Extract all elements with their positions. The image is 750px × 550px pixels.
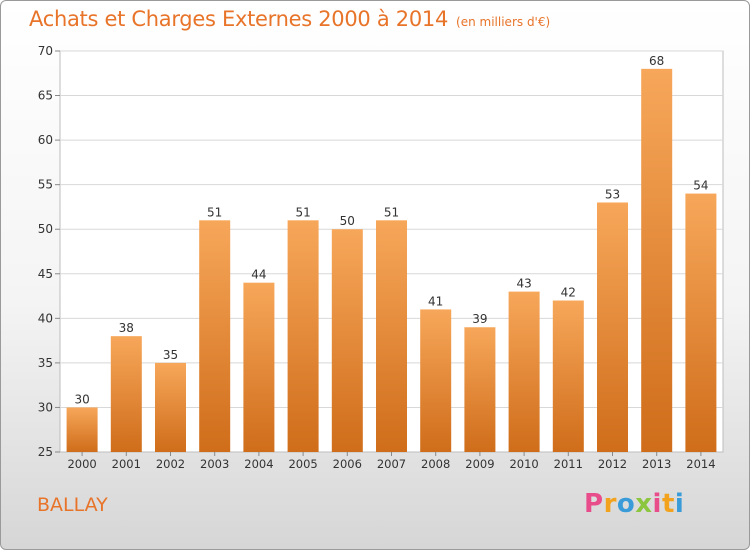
x-tick-label-2007: 2007 (377, 457, 406, 471)
data-label-2000: 30 (74, 392, 89, 406)
bar-2003 (199, 220, 231, 452)
data-label-2012: 53 (605, 187, 620, 201)
bar-2005 (287, 220, 319, 452)
x-tick-label-2011: 2011 (554, 457, 583, 471)
x-tick-label-2008: 2008 (421, 457, 450, 471)
logo-letter: i (674, 489, 685, 519)
logo-letter: o (616, 489, 636, 519)
y-tick-label: 30 (38, 400, 53, 414)
proxiti-logo[interactable]: Proxiti (584, 489, 684, 519)
y-tick-label: 70 (38, 44, 53, 58)
bar-2006 (331, 229, 363, 452)
x-tick-label-2002: 2002 (156, 457, 185, 471)
place-name: BALLAY (37, 494, 108, 516)
data-label-2007: 51 (384, 205, 399, 219)
x-tick-label-2005: 2005 (288, 457, 317, 471)
y-tick-label: 65 (38, 89, 53, 103)
x-tick-label-2014: 2014 (686, 457, 715, 471)
logo-letter: x (635, 489, 653, 519)
y-tick-label: 60 (38, 133, 53, 147)
data-label-2010: 43 (516, 277, 531, 291)
bar-2012 (597, 202, 628, 452)
data-label-2002: 35 (163, 348, 178, 362)
bar-2002 (155, 362, 186, 452)
data-label-2005: 51 (295, 205, 310, 219)
y-tick-label: 50 (38, 222, 53, 236)
bar-2010 (508, 291, 540, 452)
y-tick-label: 55 (38, 178, 53, 192)
chart-unit: (en milliers d'€) (456, 15, 551, 29)
y-tick-label: 40 (38, 311, 53, 325)
data-label-2001: 38 (119, 321, 134, 335)
x-tick-label-2004: 2004 (244, 457, 273, 471)
bar-2008 (420, 309, 452, 452)
x-tick-label-2010: 2010 (509, 457, 538, 471)
x-tick-label-2006: 2006 (333, 457, 362, 471)
logo-letter: r (603, 489, 617, 519)
x-tick-label-2000: 2000 (67, 457, 96, 471)
chart-title: Achats et Charges Externes 2000 à 2014 (e… (29, 7, 550, 31)
data-label-2014: 54 (693, 179, 708, 193)
x-tick-label-2001: 2001 (112, 457, 141, 471)
y-tick-label: 35 (38, 356, 53, 370)
x-tick-label-2009: 2009 (465, 457, 494, 471)
x-tick-label-2012: 2012 (598, 457, 627, 471)
bar-2004 (243, 282, 275, 452)
logo-letter: t (661, 489, 675, 519)
x-axis: 2000 2001 2002 2003 2004 2005 2006 2007 2008 2009… (67, 452, 716, 471)
x-tick-label-2003: 2003 (200, 457, 229, 471)
data-label-2003: 51 (207, 205, 222, 219)
bar-2000 (66, 407, 98, 452)
bar-2013 (641, 68, 673, 453)
bar-2009 (464, 327, 496, 452)
y-tick-label: 25 (38, 445, 53, 459)
logo-letter: P (584, 489, 604, 519)
data-label-2009: 39 (472, 312, 487, 326)
y-tick-label: 45 (38, 267, 53, 281)
bar-2011 (552, 300, 584, 452)
y-axis: 25 30 35 40 45 50 55 60 65 70 (38, 44, 60, 459)
chart-title-text: Achats et Charges Externes 2000 à 2014 (29, 7, 449, 31)
logo-letter: i (652, 489, 662, 519)
bar-2001 (110, 336, 142, 452)
data-labels: 30 38 35 51 44 51 50 51 41 39 43 42 53 68 54 (74, 54, 708, 407)
data-label-2013: 68 (649, 54, 664, 68)
bar-2014 (685, 193, 717, 453)
bars (66, 68, 717, 453)
x-tick-label-2013: 2013 (642, 457, 671, 471)
data-label-2004: 44 (251, 268, 266, 282)
bar-2007 (376, 220, 407, 452)
data-label-2011: 42 (561, 286, 576, 300)
data-label-2008: 41 (428, 294, 443, 308)
data-label-2006: 50 (340, 214, 355, 228)
